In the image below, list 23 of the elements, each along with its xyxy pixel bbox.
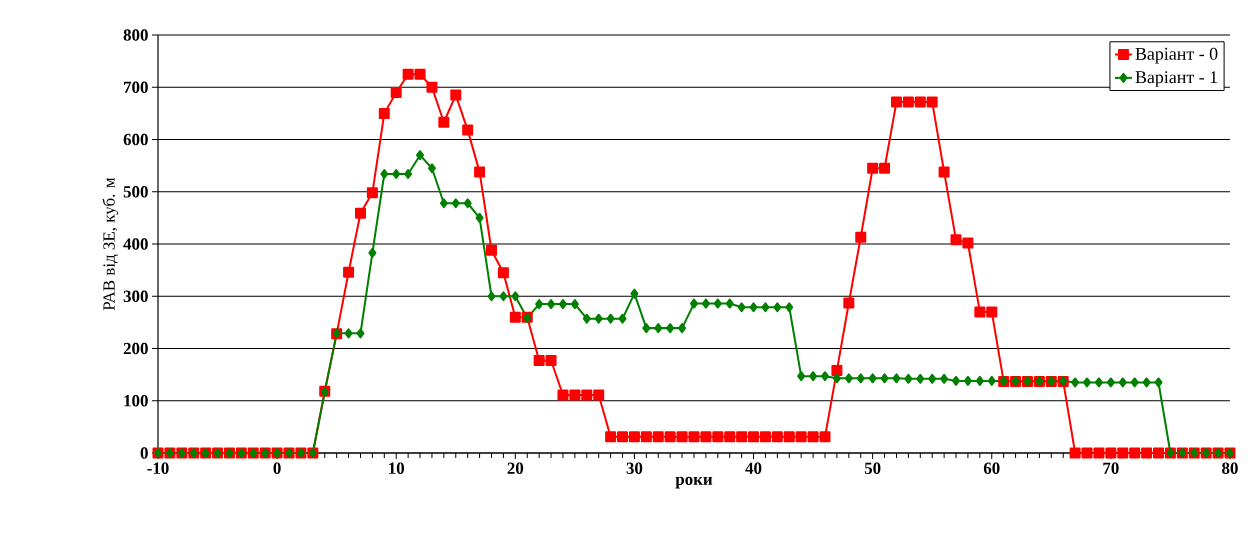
y-tick-label: 100 — [124, 395, 148, 407]
legend-label: Варіант - 1 — [1135, 71, 1218, 87]
x-tick-label: 30 — [626, 462, 643, 474]
y-tick-label: 600 — [123, 133, 148, 146]
x-tick-label: 0 — [273, 462, 281, 474]
y-tick-label: 0 — [140, 447, 148, 459]
x-axis-title: роки — [675, 476, 713, 489]
x-tick-label: 20 — [507, 462, 524, 474]
x-tick-label: 80 — [1222, 462, 1238, 474]
y-tick-label: 800 — [123, 29, 148, 41]
x-tick-label: 70 — [1103, 462, 1119, 474]
y-tick-label: 400 — [123, 238, 148, 250]
x-tick-label: 40 — [745, 462, 762, 474]
x-tick-label: -10 — [147, 462, 169, 474]
x-tick-label: 10 — [389, 462, 405, 474]
y-tick-label: 200 — [123, 342, 148, 355]
y-tick-label: 500 — [123, 186, 148, 198]
x-tick-label: 50 — [864, 462, 881, 474]
y-tick-label: 700 — [124, 81, 148, 93]
y-axis-title: РАВ від ЗЕ, куб. м — [102, 177, 119, 311]
y-tick-label: 300 — [123, 290, 148, 302]
x-tick-label: 60 — [983, 462, 1000, 474]
legend-label: Варіант - 0 — [1135, 47, 1218, 64]
